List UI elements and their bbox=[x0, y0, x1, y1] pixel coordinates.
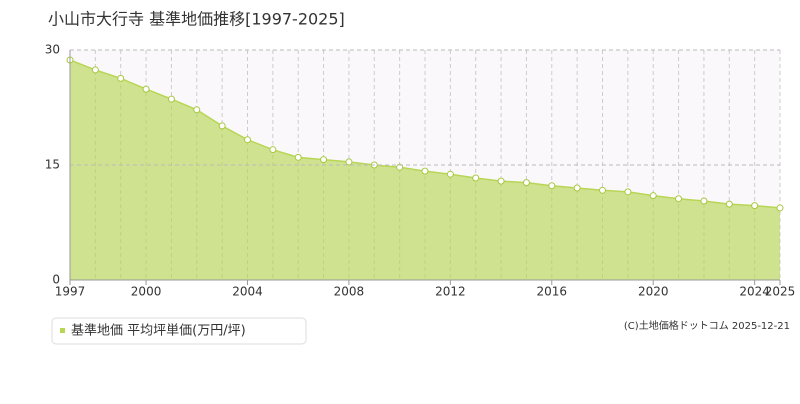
x-tick-label: 2025 bbox=[765, 285, 796, 299]
x-tick-label: 2004 bbox=[232, 285, 263, 299]
y-tick-label: 15 bbox=[45, 158, 60, 172]
point bbox=[573, 184, 581, 192]
point bbox=[91, 66, 99, 74]
point bbox=[294, 153, 302, 161]
point bbox=[472, 174, 480, 182]
point bbox=[345, 158, 353, 166]
point bbox=[522, 179, 530, 187]
point bbox=[624, 188, 632, 196]
legend-label: 基準地価 平均坪単価(万円/坪) bbox=[71, 323, 246, 339]
point bbox=[446, 170, 454, 178]
point bbox=[497, 177, 505, 185]
point bbox=[548, 182, 556, 190]
point bbox=[117, 74, 125, 82]
point bbox=[599, 186, 606, 194]
chart-title: 小山市大行寺 基準地価推移[1997-2025] bbox=[48, 10, 345, 29]
point bbox=[751, 202, 759, 210]
x-tick-label: 2016 bbox=[537, 285, 568, 299]
y-tick-label: 30 bbox=[45, 43, 60, 57]
point bbox=[649, 192, 657, 200]
point bbox=[244, 136, 251, 144]
legend-swatch bbox=[60, 328, 65, 333]
x-tick-label: 1997 bbox=[55, 285, 86, 299]
point bbox=[142, 85, 150, 93]
point bbox=[269, 146, 277, 154]
y-tick-label: 0 bbox=[52, 273, 60, 287]
point bbox=[193, 106, 201, 114]
point bbox=[776, 204, 784, 212]
point bbox=[421, 167, 429, 175]
point bbox=[675, 195, 683, 203]
x-tick-label: 2000 bbox=[131, 285, 162, 299]
x-tick-label: 2008 bbox=[334, 285, 365, 299]
copyright: (C)土地価格ドットコム 2025-12-21 bbox=[624, 319, 790, 332]
point bbox=[700, 197, 708, 205]
x-tick-label: 2024 bbox=[739, 285, 770, 299]
point bbox=[167, 95, 175, 103]
point bbox=[218, 122, 226, 130]
point bbox=[725, 200, 733, 208]
area bbox=[70, 59, 780, 280]
point bbox=[396, 163, 404, 171]
x-tick-label: 2020 bbox=[638, 285, 669, 299]
legend-box bbox=[51, 317, 307, 345]
point bbox=[320, 156, 328, 164]
x-tick-label: 2012 bbox=[435, 285, 466, 299]
